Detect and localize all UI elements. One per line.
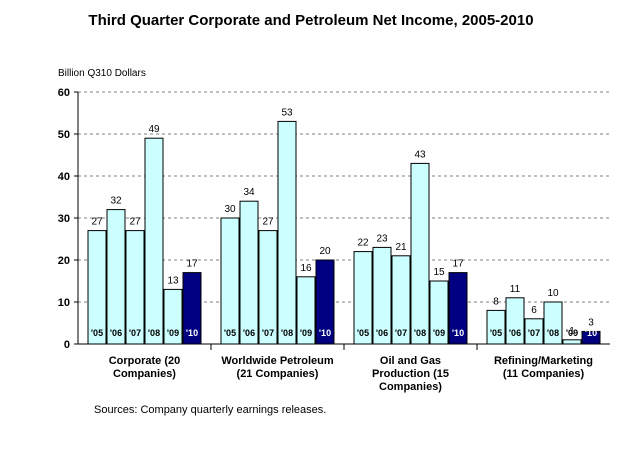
bar bbox=[391, 255, 411, 345]
bar bbox=[277, 120, 297, 345]
y-axis-label: Billion Q310 Dollars bbox=[58, 68, 146, 79]
data-label: 21 bbox=[395, 242, 407, 253]
data-label: 43 bbox=[414, 149, 426, 160]
bar-year-label: '07 bbox=[262, 328, 274, 338]
data-label: 23 bbox=[376, 233, 388, 244]
y-tick-label: 20 bbox=[58, 255, 70, 267]
y-tick-label: 60 bbox=[58, 87, 70, 99]
bar-year-label: '05 bbox=[490, 328, 502, 338]
category-label: Oil and Gas bbox=[380, 355, 441, 367]
chart-title: Third Quarter Corporate and Petroleum Ne… bbox=[88, 12, 534, 29]
bar-year-label: '10 bbox=[319, 328, 331, 338]
data-label: 27 bbox=[262, 217, 274, 228]
y-tick-label: 10 bbox=[58, 297, 70, 309]
data-label: 10 bbox=[547, 288, 559, 299]
data-label: 17 bbox=[452, 259, 464, 270]
category-label: Refining/Marketing bbox=[494, 355, 593, 367]
category-label: Worldwide Petroleum bbox=[221, 355, 333, 367]
bar-year-label: '05 bbox=[357, 328, 369, 338]
bar bbox=[524, 318, 544, 345]
bar bbox=[87, 230, 107, 345]
data-label: 8 bbox=[493, 296, 499, 307]
bar bbox=[315, 259, 335, 345]
bar-year-label: '06 bbox=[243, 328, 255, 338]
bar-year-label: '09 bbox=[300, 328, 312, 338]
data-label: 30 bbox=[224, 204, 236, 215]
bar bbox=[429, 280, 449, 345]
bar bbox=[125, 230, 145, 345]
bar bbox=[505, 297, 525, 345]
category-label: (21 Companies) bbox=[237, 368, 319, 380]
category-label: Production (15 bbox=[372, 368, 449, 380]
category-label: Companies) bbox=[113, 368, 176, 380]
data-label: 11 bbox=[510, 284, 521, 295]
bar-year-label: '07 bbox=[395, 328, 407, 338]
bar bbox=[106, 209, 126, 345]
bar bbox=[581, 330, 601, 345]
y-tick-label: 50 bbox=[58, 129, 70, 141]
bar-year-label: '06 bbox=[110, 328, 122, 338]
bar-year-label: '10 bbox=[585, 328, 597, 338]
data-label: 20 bbox=[319, 246, 331, 257]
bar-year-label: '08 bbox=[547, 328, 559, 338]
bar bbox=[182, 272, 202, 345]
data-label: 16 bbox=[300, 263, 312, 274]
bar-year-label: '09 bbox=[167, 328, 179, 338]
y-tick-label: 40 bbox=[58, 171, 70, 183]
bar bbox=[372, 246, 392, 345]
bar-year-label: '10 bbox=[186, 328, 198, 338]
data-label: 17 bbox=[186, 259, 198, 270]
bar-year-label: '10 bbox=[452, 328, 464, 338]
bar-year-label: '05 bbox=[224, 328, 236, 338]
bar-year-label: '08 bbox=[414, 328, 426, 338]
bar-year-label: '06 bbox=[509, 328, 521, 338]
bar-year-label: '06 bbox=[376, 328, 388, 338]
bar-year-label: '08 bbox=[281, 328, 293, 338]
data-label: 15 bbox=[433, 267, 445, 278]
category-label: Companies) bbox=[379, 381, 442, 393]
bar-year-label: '08 bbox=[148, 328, 160, 338]
source-note: Sources: Company quarterly earnings rele… bbox=[94, 404, 327, 416]
y-tick-label: 0 bbox=[64, 339, 70, 351]
bar bbox=[220, 217, 240, 345]
data-label: 34 bbox=[243, 187, 255, 198]
bar bbox=[239, 200, 259, 345]
category-label: (11 Companies) bbox=[503, 368, 585, 380]
data-label: 32 bbox=[110, 196, 122, 207]
bar bbox=[296, 276, 316, 345]
bar-year-label: '09 bbox=[433, 328, 445, 338]
data-label: 13 bbox=[167, 275, 179, 286]
data-label: 3 bbox=[588, 317, 594, 328]
bar-year-label: '09 bbox=[566, 328, 578, 338]
bar bbox=[258, 230, 278, 345]
bar bbox=[410, 162, 430, 345]
bar bbox=[543, 301, 563, 345]
data-label: 49 bbox=[148, 124, 160, 135]
bar bbox=[448, 272, 468, 345]
category-label: Corporate (20 bbox=[109, 355, 181, 367]
bar-year-label: '05 bbox=[91, 328, 103, 338]
data-label: 22 bbox=[357, 238, 369, 249]
data-label: 53 bbox=[281, 107, 293, 118]
bar bbox=[144, 137, 164, 345]
bar bbox=[486, 309, 506, 345]
bar-year-label: '07 bbox=[528, 328, 540, 338]
data-label: 1 bbox=[569, 326, 575, 337]
data-label: 6 bbox=[531, 305, 537, 316]
bar bbox=[163, 288, 183, 345]
data-label: 27 bbox=[129, 217, 141, 228]
data-label: 27 bbox=[91, 217, 103, 228]
bar-year-label: '07 bbox=[129, 328, 141, 338]
bar bbox=[353, 251, 373, 345]
y-tick-label: 30 bbox=[58, 213, 70, 225]
bar bbox=[562, 339, 582, 345]
